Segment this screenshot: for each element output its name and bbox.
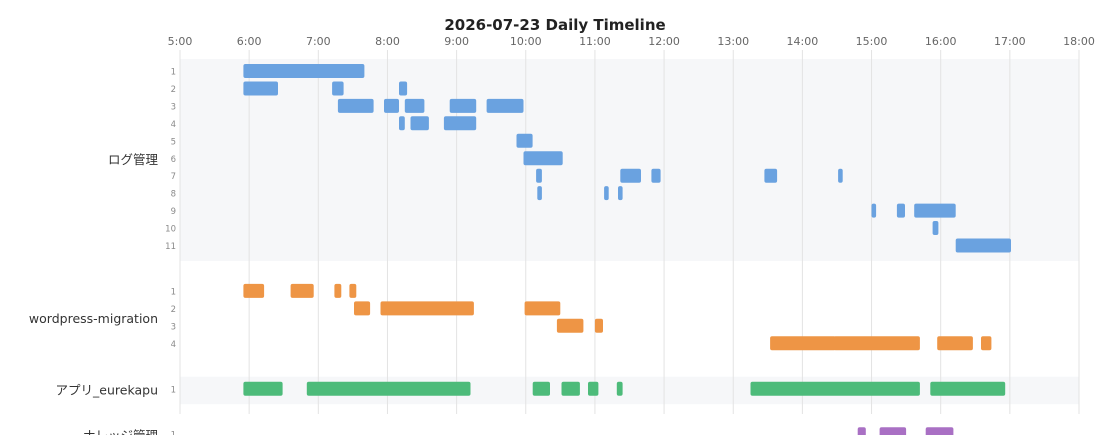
timeline-bar <box>243 81 278 96</box>
timeline-bar <box>243 283 265 298</box>
timeline-bar <box>981 336 992 351</box>
lane-label: ナレッジ管理 <box>83 428 159 435</box>
timeline-bar <box>380 301 474 316</box>
row-label: 6 <box>171 155 176 165</box>
x-tick-label: 11:00 <box>579 35 611 48</box>
timeline-bar <box>879 427 907 435</box>
timeline-bar <box>243 381 283 396</box>
row-label: 1 <box>171 68 176 78</box>
timeline-bar <box>486 98 524 113</box>
x-tick-label: 13:00 <box>717 35 749 48</box>
labels: ログ管理1234567891011wordpress-migration1234… <box>29 35 1095 435</box>
x-tick-label: 5:00 <box>168 35 193 48</box>
lane-label: wordpress-migration <box>29 311 158 326</box>
timeline-bar <box>770 336 836 351</box>
gridlines <box>179 50 1080 414</box>
row-label: 10 <box>165 225 176 235</box>
lane-backgrounds <box>180 59 1079 405</box>
x-tick-label: 18:00 <box>1063 35 1095 48</box>
timeline-bar <box>750 381 920 396</box>
row-label: 1 <box>171 431 176 435</box>
timeline-bar <box>337 98 374 113</box>
timeline-bar <box>399 81 408 96</box>
timeline-bar <box>925 427 954 435</box>
timeline-bar <box>618 186 623 201</box>
row-label: 1 <box>171 385 176 395</box>
x-tick-label: 14:00 <box>787 35 819 48</box>
timeline-bar <box>523 151 563 166</box>
timeline-bar <box>838 168 843 183</box>
timeline-bar <box>616 381 623 396</box>
x-tick-label: 8:00 <box>375 35 400 48</box>
x-tick-label: 6:00 <box>237 35 262 48</box>
timeline-bar <box>896 203 905 218</box>
timeline-bar <box>537 186 542 201</box>
timeline-bar <box>604 186 609 201</box>
timeline-bar <box>399 116 405 131</box>
timeline-bar <box>334 283 342 298</box>
row-label: 11 <box>165 242 176 252</box>
timeline-bar <box>930 381 1006 396</box>
timeline-bar <box>932 221 939 235</box>
timeline-bar <box>449 98 477 113</box>
row-label: 9 <box>171 207 176 217</box>
x-tick-label: 7:00 <box>306 35 331 48</box>
timeline-bar <box>404 98 425 113</box>
timeline-bar <box>243 64 365 78</box>
x-tick-label: 9:00 <box>444 35 469 48</box>
timeline-bar <box>871 203 877 218</box>
lane-label: ログ管理 <box>108 152 159 167</box>
row-label: 4 <box>171 340 176 350</box>
timeline-bar <box>532 381 550 396</box>
x-tick-label: 17:00 <box>994 35 1026 48</box>
timeline-bar <box>536 168 542 183</box>
x-tick-label: 16:00 <box>925 35 957 48</box>
timeline-bar <box>594 318 603 333</box>
lane-label: アプリ_eurekapu <box>56 382 158 397</box>
timeline-bar <box>620 168 641 183</box>
timeline-bar <box>332 81 344 96</box>
row-label: 3 <box>171 322 176 332</box>
row-label: 2 <box>171 305 176 315</box>
timeline-bar <box>290 283 314 298</box>
timeline-bar <box>516 133 533 148</box>
timeline-bar <box>833 336 920 351</box>
row-label: 2 <box>171 85 176 95</box>
chart-title: 2026-07-23 Daily Timeline <box>444 16 665 34</box>
timeline-bar <box>306 381 471 396</box>
bars <box>243 64 1011 435</box>
timeline-bar <box>349 283 357 298</box>
row-label: 1 <box>171 287 176 297</box>
timeline-bar <box>588 381 599 396</box>
row-label: 5 <box>171 137 176 147</box>
lane-band <box>180 59 1079 261</box>
timeline-bar <box>914 203 956 218</box>
timeline-bar <box>937 336 973 351</box>
row-label: 4 <box>171 120 176 130</box>
row-label: 8 <box>171 190 176 200</box>
timeline-bar <box>764 168 778 183</box>
timeline-bar <box>561 381 580 396</box>
timeline-bar <box>955 238 1011 253</box>
x-tick-label: 15:00 <box>856 35 888 48</box>
row-label: 7 <box>171 172 176 182</box>
row-label: 3 <box>171 102 176 112</box>
timeline-bar <box>524 301 561 316</box>
timeline-bar <box>410 116 429 131</box>
timeline-bar <box>556 318 584 333</box>
timeline-bar <box>857 427 866 435</box>
timeline-bar <box>651 168 661 183</box>
x-tick-label: 10:00 <box>510 35 542 48</box>
timeline-bar <box>443 116 477 131</box>
x-tick-label: 12:00 <box>648 35 680 48</box>
timeline-bar <box>384 98 399 113</box>
timeline-bar <box>354 301 371 316</box>
